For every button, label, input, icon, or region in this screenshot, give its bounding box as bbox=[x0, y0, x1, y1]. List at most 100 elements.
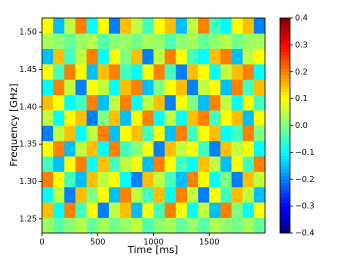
colorbar-tick-label: 0.4 bbox=[295, 14, 308, 23]
cell bbox=[64, 64, 76, 80]
cell bbox=[231, 94, 243, 111]
cell bbox=[175, 94, 188, 111]
cell bbox=[220, 217, 232, 234]
cell bbox=[75, 18, 87, 34]
colorbar-swatch bbox=[280, 229, 290, 234]
cell bbox=[209, 186, 221, 203]
cell bbox=[242, 18, 255, 34]
cell bbox=[242, 33, 255, 50]
cell bbox=[97, 140, 110, 157]
cell bbox=[108, 171, 121, 188]
cell bbox=[220, 48, 232, 65]
cell bbox=[86, 110, 99, 126]
cell bbox=[186, 79, 199, 96]
cell bbox=[86, 217, 99, 234]
cell bbox=[42, 156, 54, 172]
cell bbox=[120, 79, 132, 96]
cell bbox=[42, 125, 54, 142]
cell bbox=[142, 156, 154, 172]
cell bbox=[53, 186, 65, 203]
cell bbox=[220, 79, 232, 96]
cell bbox=[75, 33, 87, 50]
cell bbox=[120, 110, 132, 126]
cell bbox=[42, 217, 54, 234]
cell bbox=[153, 18, 165, 34]
cell bbox=[108, 94, 121, 111]
cell bbox=[86, 202, 99, 218]
cell bbox=[198, 94, 210, 111]
cell bbox=[220, 171, 232, 188]
cell bbox=[220, 186, 232, 203]
cell bbox=[75, 156, 87, 172]
cell bbox=[231, 186, 243, 203]
cell bbox=[53, 202, 65, 218]
cell bbox=[242, 110, 255, 126]
y-tick-label: 1.40 bbox=[19, 102, 37, 111]
cell bbox=[142, 217, 154, 234]
cell bbox=[164, 79, 177, 96]
cell bbox=[231, 171, 243, 188]
cell bbox=[231, 48, 243, 65]
cell bbox=[153, 140, 165, 157]
cell bbox=[64, 18, 76, 34]
cell bbox=[42, 79, 54, 96]
colorbar-swatch bbox=[280, 145, 290, 150]
cell bbox=[108, 64, 121, 80]
cell bbox=[164, 140, 177, 157]
cell bbox=[53, 79, 65, 96]
cell bbox=[231, 217, 243, 234]
colorbar-swatch bbox=[280, 101, 290, 106]
colorbar-swatch bbox=[280, 51, 290, 56]
cell bbox=[120, 94, 132, 111]
colorbar-swatch bbox=[280, 206, 290, 210]
y-tick-label: 1.35 bbox=[19, 140, 37, 149]
cell bbox=[209, 94, 221, 111]
cell bbox=[175, 48, 188, 65]
colorbar-swatch bbox=[280, 132, 290, 136]
cell bbox=[220, 202, 232, 218]
cell bbox=[253, 33, 266, 50]
cell bbox=[175, 171, 188, 188]
cell bbox=[86, 171, 99, 188]
cell bbox=[242, 171, 255, 188]
cell bbox=[75, 48, 87, 65]
cell bbox=[108, 18, 121, 34]
x-tick-label: 0 bbox=[39, 238, 44, 247]
cell bbox=[53, 156, 65, 172]
cell bbox=[198, 217, 210, 234]
cell bbox=[253, 110, 266, 126]
colorbar-swatch bbox=[280, 199, 290, 204]
colorbar-swatch bbox=[280, 28, 290, 32]
cell bbox=[86, 156, 99, 172]
colorbar-swatch bbox=[280, 65, 290, 69]
cell bbox=[220, 140, 232, 157]
cell bbox=[64, 186, 76, 203]
cell bbox=[131, 171, 143, 188]
cell bbox=[42, 33, 54, 50]
cell bbox=[186, 125, 199, 142]
cell bbox=[186, 186, 199, 203]
cell bbox=[175, 125, 188, 142]
cell bbox=[186, 48, 199, 65]
cell bbox=[97, 110, 110, 126]
y-tick-label: 1.25 bbox=[19, 214, 37, 223]
cell bbox=[42, 64, 54, 80]
colorbar-swatch bbox=[280, 212, 290, 217]
cell bbox=[242, 217, 255, 234]
cell bbox=[198, 110, 210, 126]
colorbar-swatch bbox=[280, 75, 290, 79]
cell bbox=[142, 79, 154, 96]
cell bbox=[64, 48, 76, 65]
cell bbox=[75, 202, 87, 218]
cell bbox=[253, 64, 266, 80]
cell bbox=[186, 18, 199, 34]
cell bbox=[164, 125, 177, 142]
cell bbox=[53, 33, 65, 50]
cell bbox=[64, 217, 76, 234]
cell bbox=[198, 140, 210, 157]
cell bbox=[198, 156, 210, 172]
cell bbox=[75, 64, 87, 80]
cell bbox=[42, 140, 54, 157]
cell bbox=[220, 94, 232, 111]
cell bbox=[131, 125, 143, 142]
